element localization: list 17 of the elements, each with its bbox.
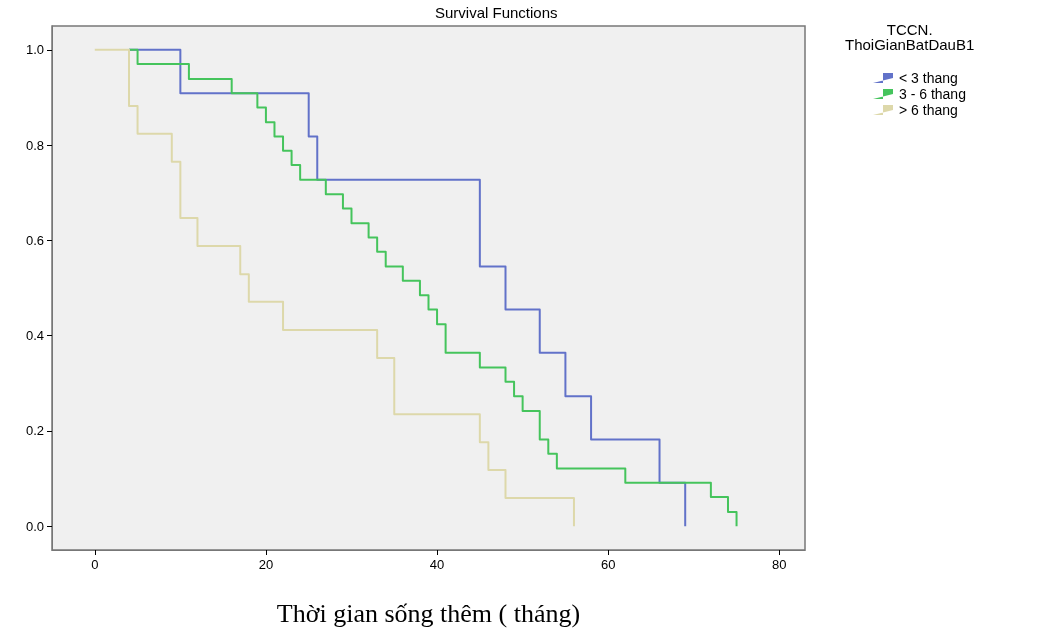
- y-tick-label: 0.8: [25, 137, 44, 153]
- y-tick-label: 1.0: [25, 42, 44, 58]
- legend-title: TCCN. ThoiGianBatDauB1: [845, 21, 975, 53]
- x-axis-title: Thời gian sống thêm ( tháng): [276, 598, 581, 628]
- x-tick-label: 0: [91, 557, 99, 572]
- x-tick-label: 20: [258, 557, 274, 572]
- y-tick-label: 0.2: [25, 423, 44, 439]
- x-tick-label: 60: [600, 557, 616, 572]
- y-tick-label: 0.6: [25, 232, 44, 248]
- y-tick-label: 0.4: [25, 328, 44, 344]
- chart-title: Survival Functions: [435, 4, 558, 21]
- legend-label: > 6 thang: [899, 102, 958, 118]
- x-tick-label: 40: [429, 557, 445, 572]
- legend-label: 3 - 6 thang: [899, 86, 966, 102]
- y-tick-label: 0.0: [25, 518, 44, 534]
- x-tick-label: 80: [772, 557, 787, 572]
- legend-label: < 3 thang: [899, 70, 958, 86]
